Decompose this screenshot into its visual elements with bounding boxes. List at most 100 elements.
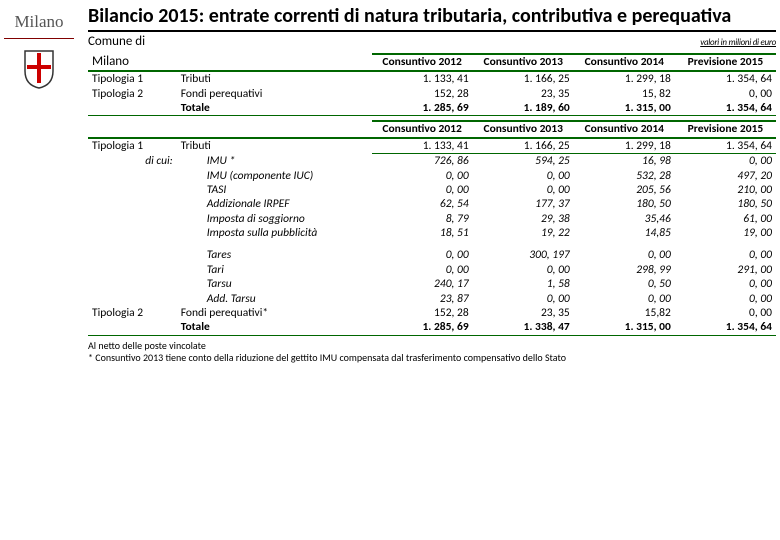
desc-cell: Add. Tarsu: [177, 292, 372, 306]
value-cell: 23, 35: [473, 87, 574, 101]
col-header: Previsione 2015: [675, 121, 776, 137]
col-header: Consuntivo 2014: [574, 121, 675, 137]
value-cell: 1. 299, 18: [574, 71, 675, 86]
value-cell: 0, 00: [574, 248, 675, 262]
col-header: Consuntivo 2012: [372, 121, 473, 137]
value-cell: 291, 00: [675, 263, 776, 277]
value-cell: 1, 58: [473, 277, 574, 291]
value-cell: 594, 25: [473, 154, 574, 169]
value-cell: 19, 22: [473, 226, 574, 240]
value-cell: 0, 00: [675, 154, 776, 169]
value-cell: 0, 00: [574, 292, 675, 306]
value-cell: 14,85: [574, 226, 675, 240]
value-cell: 0, 00: [675, 306, 776, 320]
value-cell: 1. 166, 25: [473, 138, 574, 154]
value-cell: 16, 98: [574, 154, 675, 169]
dicui-label: di cui:: [88, 154, 177, 169]
value-cell: 35,46: [574, 212, 675, 226]
value-cell: 15,82: [574, 306, 675, 320]
desc-cell: Addizionale IRPEF: [177, 197, 372, 211]
value-cell: 210, 00: [675, 183, 776, 197]
note-line: Al netto delle poste vincolate: [88, 340, 776, 352]
value-cell: 205, 56: [574, 183, 675, 197]
desc-cell: Tarsu: [177, 277, 372, 291]
value-cell: 532, 28: [574, 169, 675, 183]
note-line: * Consuntivo 2013 tiene conto della ridu…: [88, 352, 776, 364]
city-cell: Milano: [88, 54, 177, 71]
value-cell: 0, 00: [675, 277, 776, 291]
value-cell: 0, 50: [574, 277, 675, 291]
left-underline: [4, 38, 74, 39]
value-cell: 18, 51: [372, 226, 473, 240]
value-cell: 1. 166, 25: [473, 71, 574, 86]
value-cell: 1. 338, 47: [473, 320, 574, 335]
value-cell: 1. 285, 69: [372, 101, 473, 116]
value-cell: 0, 00: [372, 169, 473, 183]
tipo-cell: Tipologia 1: [88, 71, 177, 86]
value-cell: 0, 00: [473, 263, 574, 277]
left-column: Milano: [0, 0, 78, 89]
value-cell: 1. 354, 64: [675, 320, 776, 335]
desc-cell: Imposta di soggiorno: [177, 212, 372, 226]
value-cell: 15, 82: [574, 87, 675, 101]
value-cell: 152, 28: [372, 306, 473, 320]
desc-cell: IMU *: [177, 154, 372, 169]
value-cell: 1. 354, 64: [675, 138, 776, 154]
value-cell: 298, 99: [574, 263, 675, 277]
value-cell: 0, 00: [675, 87, 776, 101]
value-cell: 0, 00: [372, 183, 473, 197]
value-cell: 8, 79: [372, 212, 473, 226]
value-cell: 0, 00: [473, 292, 574, 306]
value-cell: 29, 38: [473, 212, 574, 226]
detail-table: Consuntivo 2012 Consuntivo 2013 Consunti…: [88, 120, 776, 335]
col-header: Consuntivo 2014: [574, 54, 675, 71]
desc-cell: Tari: [177, 263, 372, 277]
desc-cell: Tributi: [177, 138, 372, 154]
desc-cell: Tares: [177, 248, 372, 262]
value-cell: 19, 00: [675, 226, 776, 240]
value-cell: 1. 315, 00: [574, 320, 675, 335]
col-header: Previsione 2015: [675, 54, 776, 71]
crest-icon: [23, 49, 55, 89]
value-cell: 0, 00: [372, 248, 473, 262]
value-cell: 0, 00: [372, 263, 473, 277]
value-cell: 300, 197: [473, 248, 574, 262]
comune-di-label: Comune di: [88, 34, 145, 49]
value-cell: 0, 00: [675, 248, 776, 262]
value-cell: 240, 17: [372, 277, 473, 291]
desc-cell: Fondi perequativi*: [177, 306, 372, 320]
value-cell: 1. 133, 41: [372, 71, 473, 86]
tipo-cell: Tipologia 2: [88, 87, 177, 101]
left-city-label: Milano: [0, 12, 78, 32]
desc-cell: IMU (componente IUC): [177, 169, 372, 183]
subheader-row: Comune di valori in milioni di euro: [88, 34, 776, 49]
value-cell: 180, 50: [574, 197, 675, 211]
value-cell: 1. 354, 64: [675, 101, 776, 116]
desc-cell: Tributi: [177, 71, 372, 86]
value-cell: 0, 00: [675, 292, 776, 306]
tipo-cell: Tipologia 1: [88, 138, 177, 154]
summary-table: Milano Consuntivo 2012 Consuntivo 2013 C…: [88, 53, 776, 116]
value-cell: 1. 285, 69: [372, 320, 473, 335]
value-cell: 23, 87: [372, 292, 473, 306]
desc-cell: Fondi perequativi: [177, 87, 372, 101]
tipo-cell: Tipologia 2: [88, 306, 177, 320]
desc-cell: Imposta sulla pubblicità: [177, 226, 372, 240]
value-cell: 62, 54: [372, 197, 473, 211]
desc-cell: Totale: [177, 320, 372, 335]
unit-label: valori in milioni di euro: [700, 37, 776, 48]
value-cell: 726, 86: [372, 154, 473, 169]
col-header: Consuntivo 2013: [473, 54, 574, 71]
value-cell: 0, 00: [473, 183, 574, 197]
desc-cell: Totale: [177, 101, 372, 116]
desc-cell: TASI: [177, 183, 372, 197]
value-cell: 1. 133, 41: [372, 138, 473, 154]
col-header: Consuntivo 2012: [372, 54, 473, 71]
value-cell: 23, 35: [473, 306, 574, 320]
value-cell: 61, 00: [675, 212, 776, 226]
value-cell: 1. 354, 64: [675, 71, 776, 86]
value-cell: 152, 28: [372, 87, 473, 101]
page-title: Bilancio 2015: entrate correnti di natur…: [88, 4, 776, 32]
value-cell: 1. 315, 00: [574, 101, 675, 116]
value-cell: 180, 50: [675, 197, 776, 211]
